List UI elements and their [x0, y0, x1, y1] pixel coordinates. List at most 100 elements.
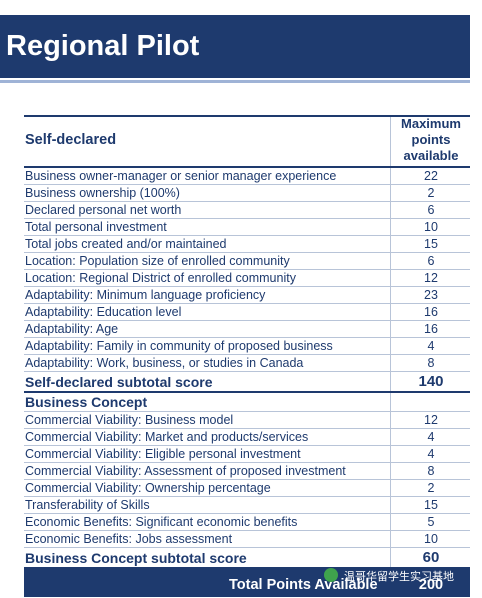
- column-divider: [390, 202, 391, 218]
- criterion-row: Adaptability: Family in community of pro…: [24, 338, 470, 355]
- table-header-label: Self-declared: [25, 132, 117, 148]
- criterion-row-label: Commercial Viability: Business model: [25, 413, 234, 427]
- criterion-row-points: 2: [427, 186, 435, 200]
- column-divider: [390, 412, 391, 428]
- criterion-row-label: Commercial Viability: Market and product…: [25, 430, 309, 444]
- watermark-icon: [324, 568, 338, 582]
- criterion-row-points: 4: [427, 430, 435, 444]
- criterion-row-points: 2: [427, 481, 435, 495]
- criterion-row-label: Economic Benefits: Significant economic …: [25, 515, 298, 529]
- table-header-points: Maximum points available: [401, 116, 461, 163]
- criterion-row-label: Commercial Viability: Assessment of prop…: [25, 464, 346, 478]
- criterion-row-points: 8: [427, 464, 435, 478]
- section-title-label: Business Concept: [25, 394, 148, 410]
- criterion-row-label: Transferability of Skills: [25, 498, 150, 512]
- column-divider: [390, 446, 391, 462]
- criterion-row: Commercial Viability: Market and product…: [24, 429, 470, 446]
- criterion-row: Business owner-manager or senior manager…: [24, 168, 470, 185]
- column-divider: [390, 497, 391, 513]
- criterion-row: Economic Benefits: Significant economic …: [24, 514, 470, 531]
- criterion-row-points: 5: [427, 515, 435, 529]
- banner-underline: [0, 80, 470, 83]
- criterion-row-points: 10: [424, 220, 438, 234]
- criterion-row: Commercial Viability: Business model 12: [24, 412, 470, 429]
- subtotal-row-points: 140: [418, 373, 444, 390]
- subtotal-row-points: 60: [422, 549, 440, 566]
- criterion-row-label: Location: Regional District of enrolled …: [25, 271, 296, 285]
- criterion-row: Commercial Viability: Assessment of prop…: [24, 463, 470, 480]
- column-divider: [390, 236, 391, 252]
- column-divider: [390, 338, 391, 354]
- criterion-row: Adaptability: Education level 16: [24, 304, 470, 321]
- criterion-row-points: 12: [424, 413, 438, 427]
- criterion-row-label: Adaptability: Family in community of pro…: [25, 339, 333, 353]
- column-divider: [390, 429, 391, 445]
- criterion-row-label: Total jobs created and/or maintained: [25, 237, 227, 251]
- column-divider: [390, 117, 391, 166]
- subtotal-row-label: Self-declared subtotal score: [25, 374, 213, 390]
- column-divider: [390, 270, 391, 286]
- criterion-row-label: Commercial Viability: Ownership percenta…: [25, 481, 271, 495]
- criterion-row-label: Economic Benefits: Jobs assessment: [25, 532, 233, 546]
- total-row-label: Total Points Available: [229, 577, 378, 593]
- watermark: 温哥华留学生实习基地: [344, 571, 454, 583]
- criterion-row: Commercial Viability: Eligible personal …: [24, 446, 470, 463]
- criterion-row-points: 6: [427, 203, 435, 217]
- table-header: Self-declared Maximum points available: [24, 115, 470, 168]
- criterion-row-label: Adaptability: Work, business, or studies…: [25, 356, 304, 370]
- criterion-row-points: 6: [427, 254, 435, 268]
- criterion-row-points: 23: [424, 288, 438, 302]
- subtotal-row-label: Business Concept subtotal score: [25, 550, 247, 566]
- criterion-row-label: Total personal investment: [25, 220, 167, 234]
- criterion-row-label: Adaptability: Minimum language proficien…: [25, 288, 266, 302]
- criterion-row-label: Business owner-manager or senior manager…: [25, 169, 337, 183]
- column-divider: [390, 393, 391, 411]
- column-divider: [390, 287, 391, 303]
- criterion-row: Location: Regional District of enrolled …: [24, 270, 470, 287]
- criterion-row-points: 22: [424, 169, 438, 183]
- criterion-row: Total jobs created and/or maintained 15: [24, 236, 470, 253]
- criterion-row: Economic Benefits: Jobs assessment 10: [24, 531, 470, 548]
- criterion-row: Adaptability: Age 16: [24, 321, 470, 338]
- column-divider: [390, 463, 391, 479]
- column-divider: [390, 514, 391, 530]
- criterion-row-points: 15: [424, 498, 438, 512]
- column-divider: [390, 185, 391, 201]
- criterion-row-label: Location: Population size of enrolled co…: [25, 254, 290, 268]
- column-divider: [390, 304, 391, 320]
- column-divider: [390, 321, 391, 337]
- criterion-row-points: 15: [424, 237, 438, 251]
- column-divider: [390, 372, 391, 391]
- subtotal-row: Business Concept subtotal score 60: [24, 548, 470, 569]
- criterion-row-label: Adaptability: Education level: [25, 305, 182, 319]
- criterion-row-points: 10: [424, 532, 438, 546]
- points-table: Self-declared Maximum points available Bus…: [24, 115, 470, 597]
- criterion-row: Total personal investment 10: [24, 219, 470, 236]
- page-title: Regional Pilot: [6, 30, 200, 62]
- criterion-row-points: 4: [427, 447, 435, 461]
- total-row: Total Points Available 200: [24, 569, 470, 597]
- criterion-row: Business ownership (100%) 2: [24, 185, 470, 202]
- criterion-row: Transferability of Skills 15: [24, 497, 470, 514]
- column-divider: [390, 480, 391, 496]
- criterion-row: Commercial Viability: Ownership percenta…: [24, 480, 470, 497]
- column-divider: [390, 253, 391, 269]
- criterion-row-label: Business ownership (100%): [25, 186, 180, 200]
- column-divider: [390, 531, 391, 547]
- column-divider: [390, 355, 391, 371]
- criterion-row: Location: Population size of enrolled co…: [24, 253, 470, 270]
- criterion-row-points: 8: [427, 356, 435, 370]
- criterion-row: Adaptability: Minimum language proficien…: [24, 287, 470, 304]
- criterion-row-points: 16: [424, 305, 438, 319]
- criterion-row-points: 4: [427, 339, 435, 353]
- column-divider: [390, 219, 391, 235]
- column-divider: [390, 168, 391, 184]
- criterion-row-label: Commercial Viability: Eligible personal …: [25, 447, 301, 461]
- column-divider: [390, 548, 391, 567]
- criterion-row-points: 12: [424, 271, 438, 285]
- total-row-points: 200: [418, 577, 444, 593]
- title-banner: [0, 15, 470, 78]
- criterion-row: Declared personal net worth 6: [24, 202, 470, 219]
- subtotal-row: Self-declared subtotal score 140: [24, 372, 470, 393]
